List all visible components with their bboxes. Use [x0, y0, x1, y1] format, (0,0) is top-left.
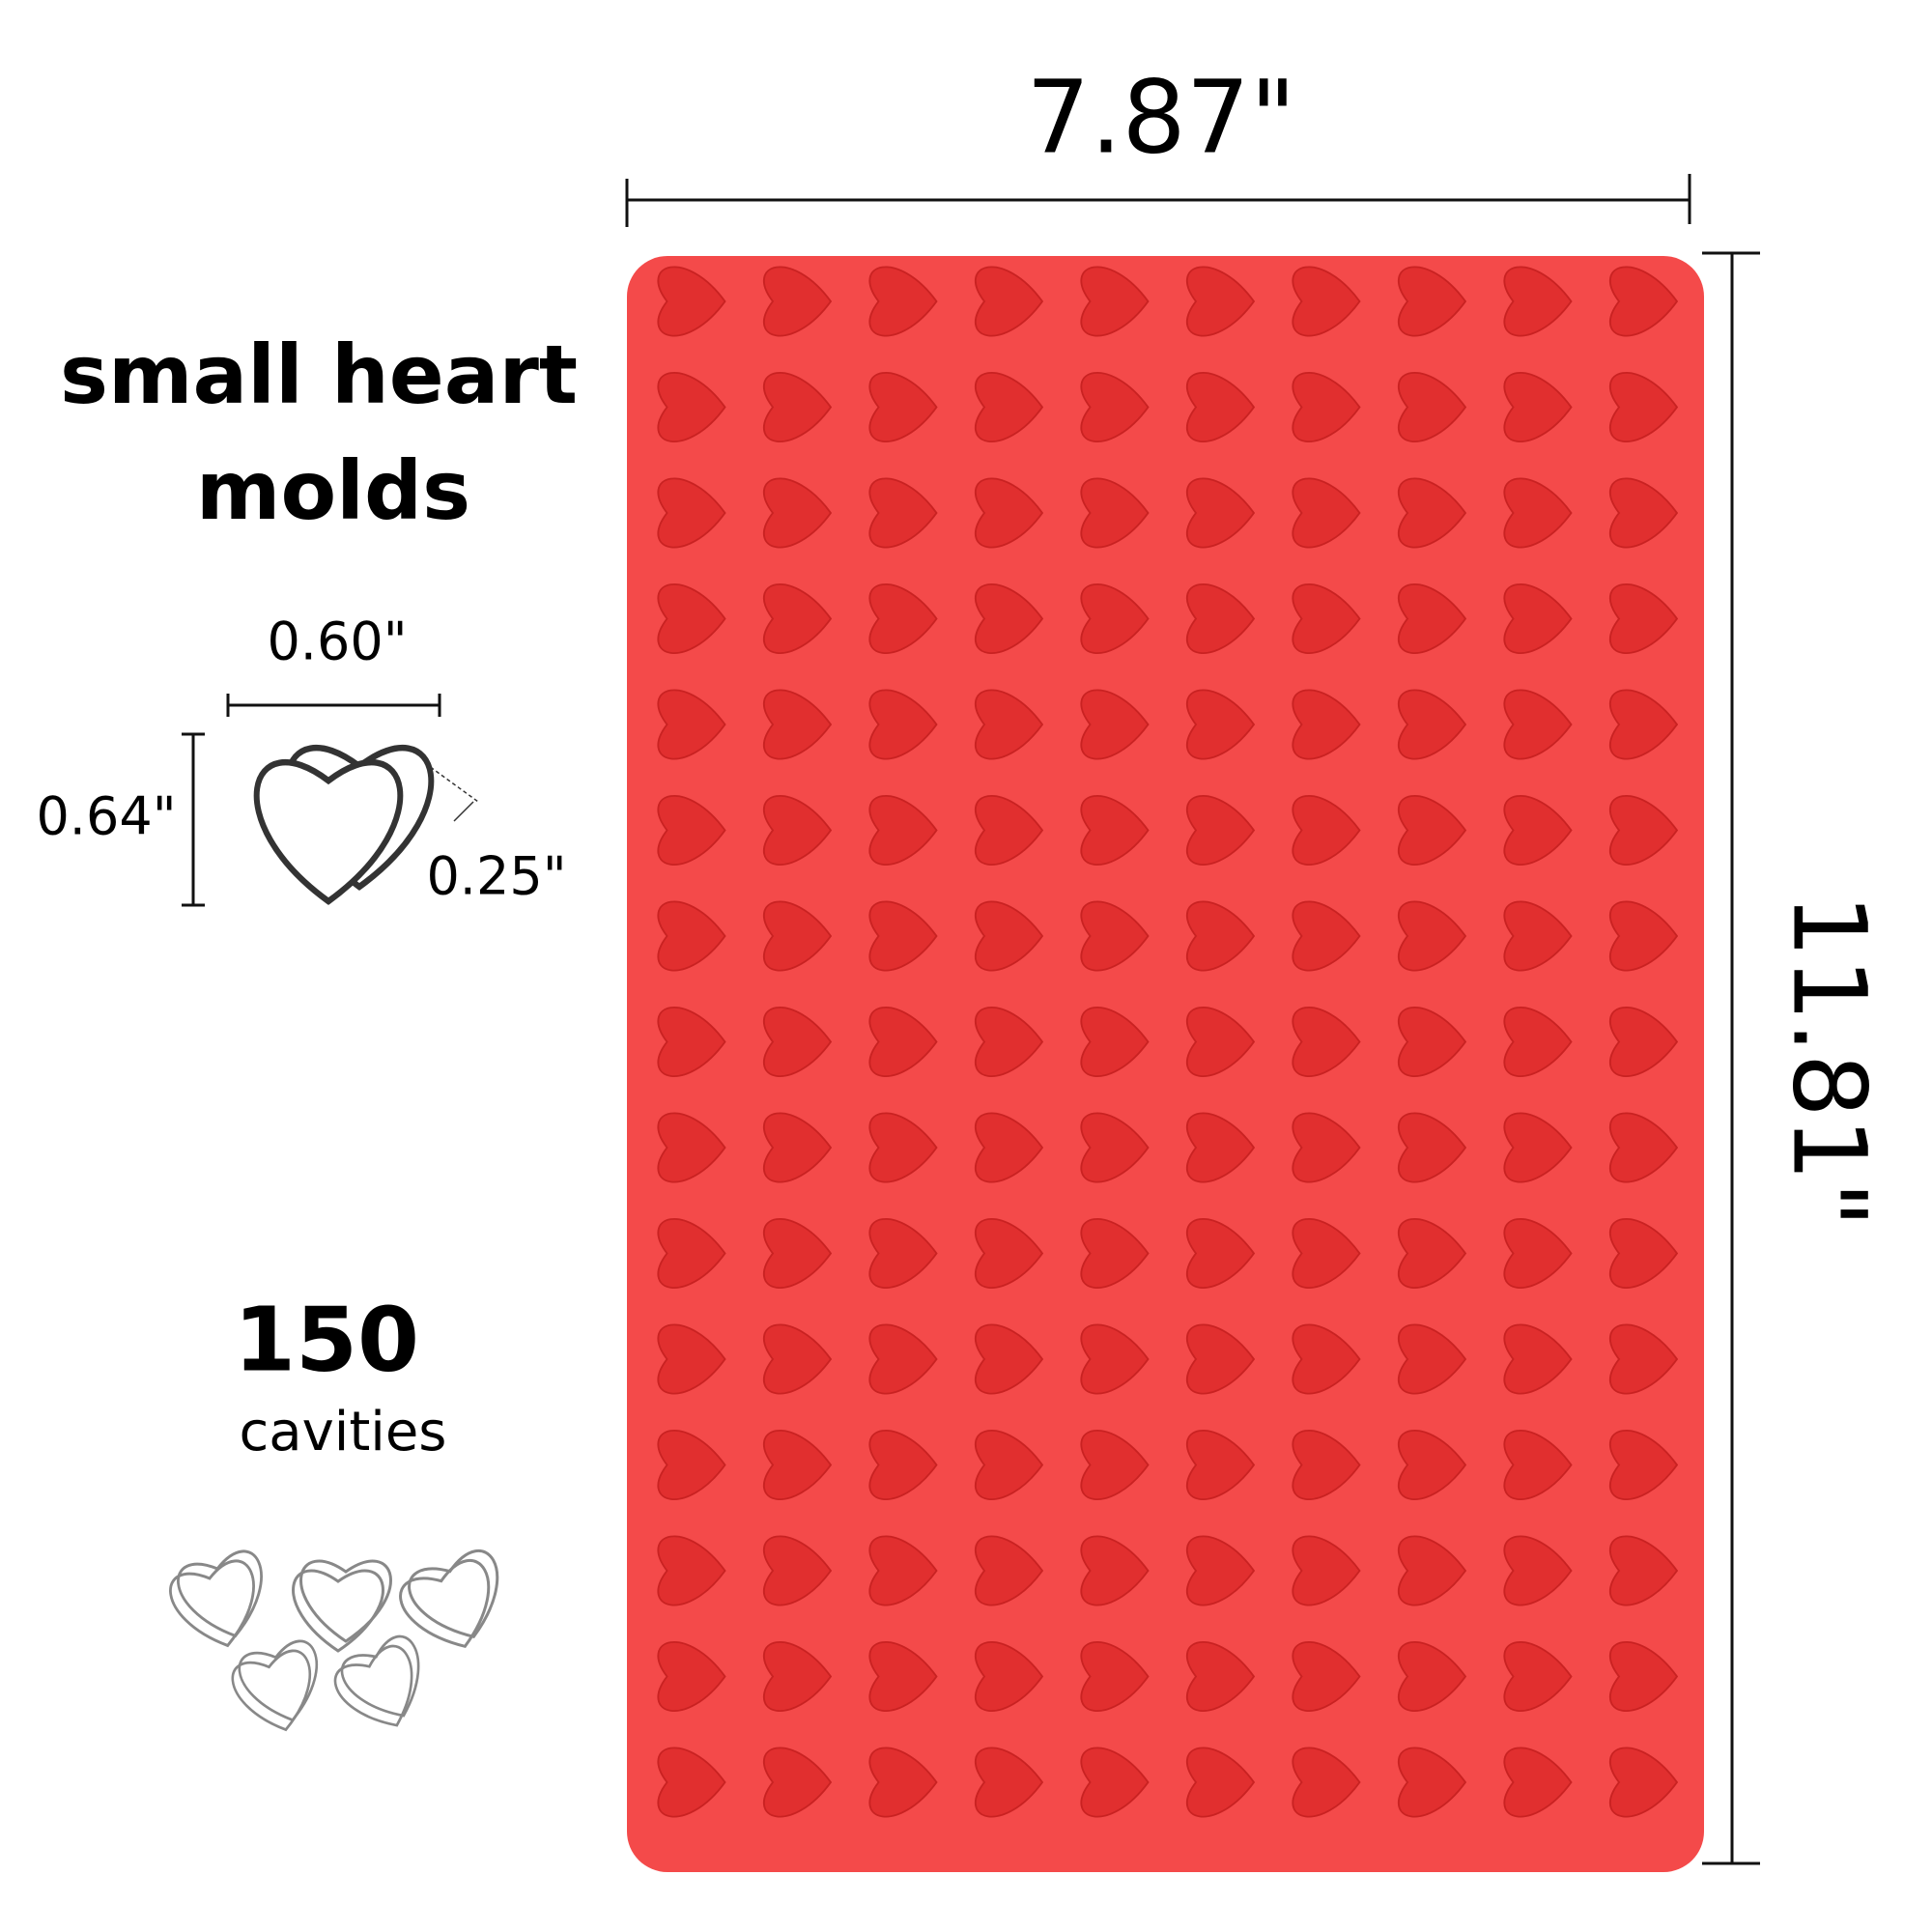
cavity-height: 0.64" — [36, 786, 176, 847]
cavity-depth: 0.25" — [426, 846, 566, 907]
cavity-width: 0.60" — [267, 611, 407, 672]
cavity-count: 150 — [234, 1288, 419, 1391]
title-line: molds — [196, 443, 470, 538]
length-label: 11.81" — [1771, 894, 1889, 1228]
width-label: 7.87" — [1026, 58, 1295, 176]
title-line: small heart — [60, 327, 578, 422]
loose-hearts — [164, 1544, 518, 1744]
cavity-diagram — [182, 694, 479, 907]
width-dimension — [625, 174, 1691, 227]
length-dimension — [1702, 251, 1760, 1865]
cavity-count-label: cavities — [240, 1401, 447, 1463]
